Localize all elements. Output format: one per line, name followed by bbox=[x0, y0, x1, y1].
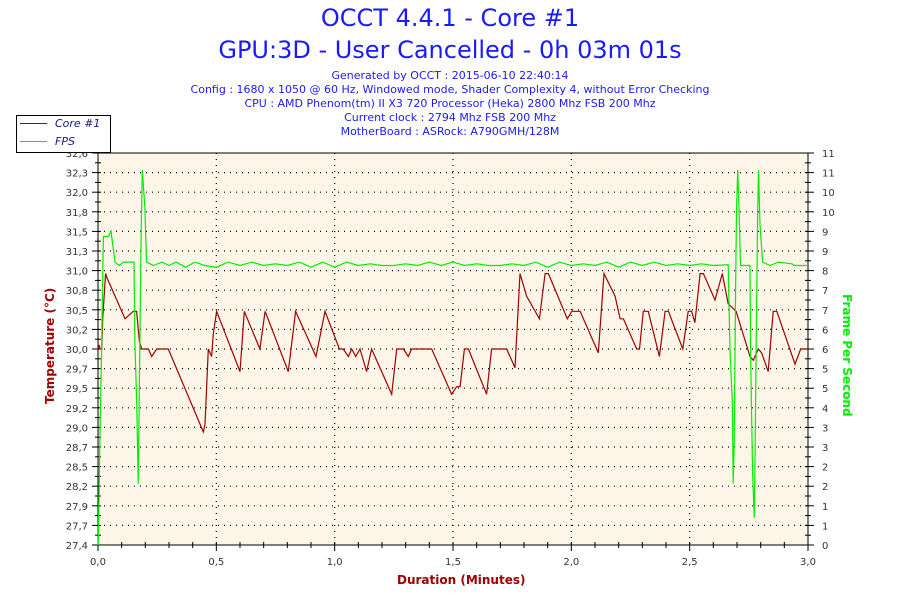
y2-tick-label: 2 bbox=[822, 463, 828, 474]
y-tick-label: 27,4 bbox=[66, 541, 88, 552]
x-tick-label: 1,5 bbox=[445, 557, 461, 568]
y2-tick-label: 10 bbox=[822, 188, 835, 199]
legend-item-fps: FPS bbox=[17, 134, 110, 150]
info-cpu: CPU : AMD Phenom(tm) II X3 720 Processor… bbox=[244, 97, 656, 110]
y2-tick-label: 8 bbox=[822, 267, 828, 278]
y-tick-label: 32,6 bbox=[66, 149, 88, 160]
y-tick-label: 29,2 bbox=[66, 404, 88, 415]
y-tick-label: 29,7 bbox=[66, 365, 88, 376]
y-tick-label: 28,5 bbox=[66, 463, 88, 474]
plot-area bbox=[98, 153, 808, 545]
legend-swatch-core1 bbox=[20, 123, 47, 124]
y-tick-label: 31,3 bbox=[66, 247, 88, 258]
y-tick-label: 30,0 bbox=[66, 345, 88, 356]
y-tick-label: 32,0 bbox=[66, 188, 88, 199]
y-tick-label: 27,7 bbox=[66, 521, 88, 532]
y-tick-label: 31,8 bbox=[66, 208, 88, 219]
y-tick-label: 31,5 bbox=[66, 227, 88, 238]
y2-tick-label: 9 bbox=[822, 247, 828, 258]
y-tick-label: 31,0 bbox=[66, 267, 88, 278]
y-tick-label: 29,5 bbox=[66, 384, 88, 395]
y-tick-label: 30,5 bbox=[66, 306, 88, 317]
legend-label-fps: FPS bbox=[55, 135, 75, 148]
y2-tick-label: 5 bbox=[822, 365, 828, 376]
legend-item-core1: Core #1 bbox=[17, 116, 110, 132]
x-tick-label: 2,0 bbox=[563, 557, 579, 568]
y-axis-title: Temperature (°C) bbox=[43, 287, 57, 404]
y-tick-label: 27,9 bbox=[66, 502, 88, 513]
legend-label-core1: Core #1 bbox=[55, 117, 101, 130]
y-tick-label: 29,0 bbox=[66, 423, 88, 434]
y2-tick-label: 3 bbox=[822, 423, 828, 434]
y2-tick-label: 0 bbox=[822, 541, 828, 552]
y2-tick-label: 4 bbox=[822, 404, 828, 415]
y-tick-label: 28,7 bbox=[66, 443, 88, 454]
x-tick-label: 0,5 bbox=[208, 557, 224, 568]
y2-axis-title: Frame Per Second bbox=[840, 294, 854, 417]
y-tick-label: 32,3 bbox=[66, 169, 88, 180]
info-generated: Generated by OCCT : 2015-06-10 22:40:14 bbox=[331, 69, 569, 82]
y2-tick-label: 7 bbox=[822, 286, 828, 297]
x-axis-title: Duration (Minutes) bbox=[397, 573, 526, 587]
y2-tick-label: 6 bbox=[822, 325, 828, 336]
legend-swatch-fps bbox=[20, 141, 47, 142]
y2-tick-label: 9 bbox=[822, 227, 828, 238]
y2-tick-label: 10 bbox=[822, 208, 835, 219]
series-line-core-1 bbox=[97, 271, 808, 434]
y2-tick-label: 1 bbox=[822, 502, 828, 513]
x-tick-label: 0,0 bbox=[90, 557, 106, 568]
y2-tick-label: 11 bbox=[822, 169, 835, 180]
x-tick-label: 2,5 bbox=[682, 557, 698, 568]
y2-tick-label: 2 bbox=[822, 482, 828, 493]
y2-tick-label: 1 bbox=[822, 521, 828, 532]
chart-subtitle: GPU:3D - User Cancelled - 0h 03m 01s bbox=[218, 36, 682, 64]
x-tick-label: 1,0 bbox=[327, 557, 343, 568]
info-clock: Current clock : 2794 Mhz FSB 200 Mhz bbox=[344, 111, 556, 124]
y2-tick-label: 5 bbox=[822, 384, 828, 395]
x-tick-label: 3,0 bbox=[800, 557, 816, 568]
y-tick-label: 30,2 bbox=[66, 325, 88, 336]
legend: Core #1 FPS bbox=[16, 115, 111, 153]
chart-title: OCCT 4.4.1 - Core #1 bbox=[320, 4, 580, 32]
info-motherboard: MotherBoard : ASRock: A790GMH/128M bbox=[340, 125, 560, 138]
series-line-fps bbox=[97, 169, 808, 546]
info-config: Config : 1680 x 1050 @ 60 Hz, Windowed m… bbox=[190, 83, 710, 96]
y-tick-label: 30,8 bbox=[66, 286, 88, 297]
y2-tick-label: 7 bbox=[822, 306, 828, 317]
chart-info: Generated by OCCT : 2015-06-10 22:40:14 … bbox=[0, 69, 900, 139]
y2-tick-label: 6 bbox=[822, 345, 828, 356]
y2-tick-label: 3 bbox=[822, 443, 828, 454]
y2-tick-label: 11 bbox=[822, 149, 835, 160]
y-tick-label: 28,2 bbox=[66, 482, 88, 493]
